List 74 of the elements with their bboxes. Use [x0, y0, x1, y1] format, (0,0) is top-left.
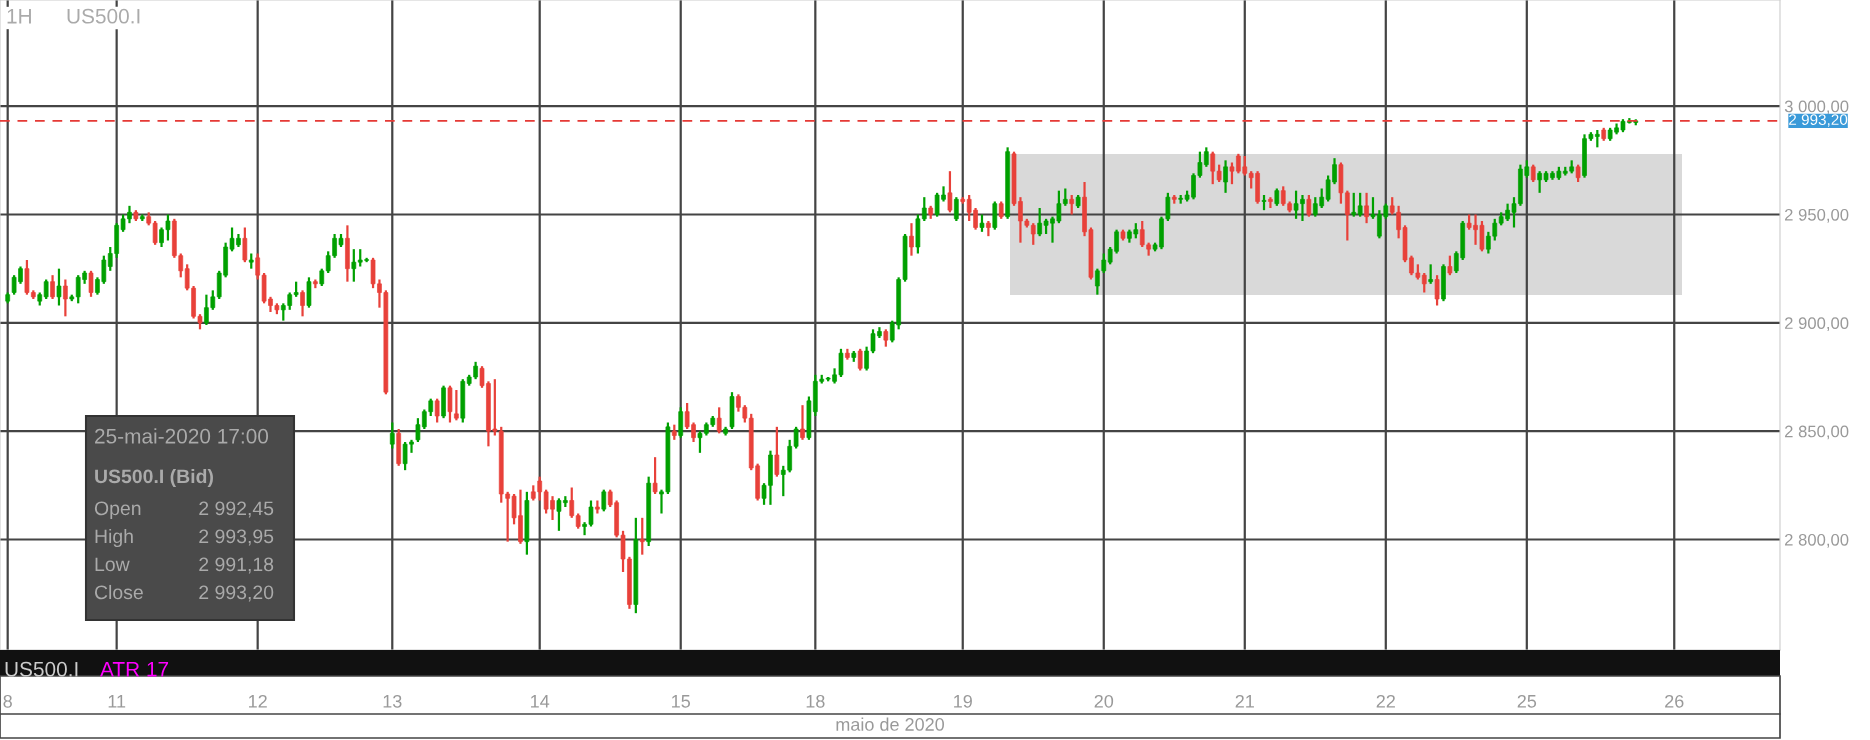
annotation: 2 993,20: [199, 585, 274, 602]
candlestick: [1223, 159, 1228, 194]
x-tick-label: 21: [1235, 694, 1254, 708]
candlestick: [774, 425, 780, 478]
x-tick-label: 13: [383, 694, 402, 708]
annotation: High: [95, 528, 133, 548]
candlestick: [306, 276, 312, 309]
candlestick: [716, 406, 722, 435]
candlestick: [1069, 193, 1075, 216]
candlestick: [992, 200, 998, 231]
annotation: US500.I: [67, 8, 140, 24]
annotation: Close: [94, 584, 143, 600]
text: ATR 17: [100, 662, 169, 677]
annotation: 2 992,45: [199, 501, 274, 518]
x-tick-label: 25: [1517, 694, 1537, 708]
candlestick: [909, 222, 914, 257]
x-tick-label: 15: [672, 695, 691, 708]
candlestick: [1357, 191, 1363, 218]
annotation: Low: [95, 557, 130, 572]
candlestick: [1364, 191, 1369, 225]
candlestick: [1434, 274, 1440, 307]
annotation: 2 993,95: [199, 529, 274, 546]
annotation: 1H: [7, 9, 31, 24]
x-axis-title: maio de 2020: [836, 717, 945, 731]
candlestick: [1268, 196, 1273, 210]
x-tick-label: 20: [1094, 694, 1114, 708]
candlestick: [1447, 254, 1453, 277]
ref-line-label: 2 993,20: [1789, 114, 1848, 127]
x-tick-label: 18: [806, 694, 825, 708]
candlestick: [800, 404, 805, 441]
annotation: US500.I (Bid): [95, 468, 213, 488]
x-tick-label: 8: [3, 694, 12, 708]
candlestick: [88, 269, 94, 298]
candlestick: [601, 488, 607, 513]
y-tick-label: 2 800,00: [1785, 533, 1849, 548]
y-tick-label: 2 950,00: [1785, 208, 1849, 223]
candlestick: [389, 421, 395, 450]
candlestick: [56, 267, 62, 307]
x-tick-label: 14: [531, 695, 550, 708]
candlestick: [1351, 191, 1357, 218]
x-tick-label: 22: [1376, 694, 1395, 708]
y-tick-label: 2 900,00: [1785, 317, 1849, 332]
x-tick-label: 26: [1665, 694, 1684, 708]
candlestick: [652, 456, 658, 496]
candlestick: [569, 486, 575, 519]
candlestick: [1421, 271, 1427, 294]
candlestick: [1210, 150, 1216, 186]
candlestick: [857, 347, 863, 372]
candlestick: [954, 196, 959, 223]
candlestick: [595, 499, 600, 515]
candlestick: [454, 388, 459, 422]
candlestick: [43, 278, 49, 301]
candlestick: [300, 289, 305, 318]
candlestick: [63, 278, 68, 318]
candlestick: [434, 397, 440, 424]
y-tick-label: 2 850,00: [1785, 425, 1849, 440]
candlestick: [1306, 193, 1312, 218]
x-tick-label: 19: [954, 694, 972, 708]
x-tick-label: 12: [249, 694, 267, 708]
candlestick: [639, 516, 645, 556]
candlestick: [947, 170, 953, 214]
candlestick: [1428, 263, 1433, 285]
annotation: Open: [94, 501, 141, 520]
annotation: 25-mai-2020 17:00: [95, 428, 269, 444]
candlestick: [351, 248, 357, 283]
candlestick: [1030, 222, 1036, 246]
candlestick: [447, 384, 453, 424]
x-tick-label: 11: [108, 695, 126, 708]
candlestick: [242, 226, 248, 264]
candlestick: [50, 274, 55, 301]
candlestick: [678, 406, 684, 439]
annotation: 2 991,18: [199, 557, 274, 574]
text: US500.I: [5, 661, 78, 677]
y-tick-label: 3 000,00: [1784, 100, 1849, 115]
